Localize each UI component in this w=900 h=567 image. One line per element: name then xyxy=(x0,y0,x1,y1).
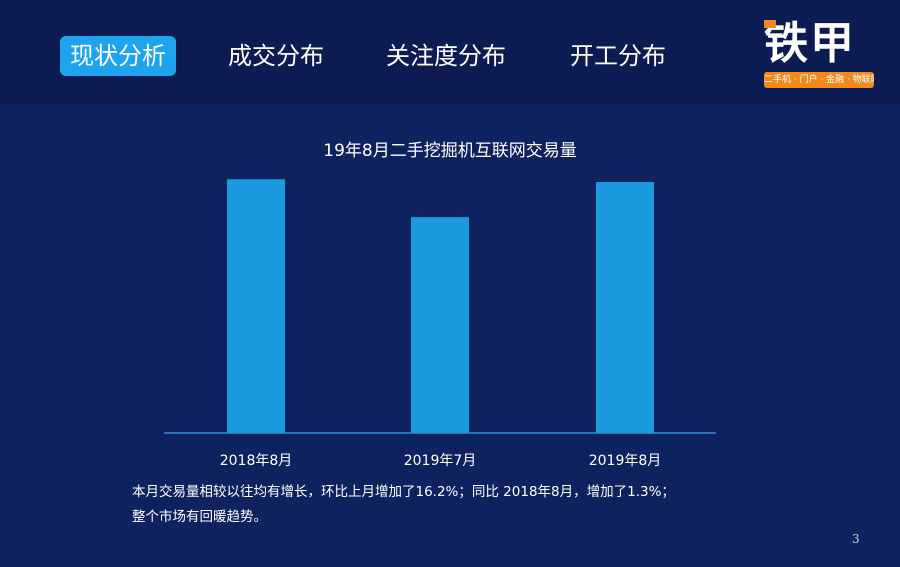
logo-tagline: 二手机 · 门户 · 金融 · 物联网 xyxy=(764,72,874,88)
tab-attention-distribution[interactable]: 关注度分布 xyxy=(386,42,506,70)
page-number: 3 xyxy=(852,532,860,546)
bar-0 xyxy=(227,179,285,433)
chart-caption: 本月交易量相较以往均有增长，环比上月增加了16.2%；同比 2018年8月，增加… xyxy=(132,480,772,530)
chart-title: 19年8月二手挖掘机互联网交易量 xyxy=(323,141,577,161)
caption-line-2: 整个市场有回暖趋势。 xyxy=(132,509,267,525)
x-tick-label-0: 2018年8月 xyxy=(220,453,293,469)
tab-deal-distribution[interactable]: 成交分布 xyxy=(228,42,324,70)
logo-accent-mark xyxy=(764,20,776,28)
logo-wordmark: 铁甲 xyxy=(764,18,856,69)
brand-logo: 铁甲 二手机 · 门户 · 金融 · 物联网 xyxy=(764,16,874,90)
caption-line-1: 本月交易量相较以往均有增长，环比上月增加了16.2%；同比 2018年8月，增加… xyxy=(132,484,675,500)
tab-status-analysis[interactable]: 现状分析 xyxy=(60,36,176,76)
tab-operation-distribution[interactable]: 开工分布 xyxy=(570,42,666,70)
x-tick-label-2: 2019年8月 xyxy=(589,453,662,469)
bar-1 xyxy=(411,217,469,433)
x-tick-label-1: 2019年7月 xyxy=(404,453,477,469)
bar-2 xyxy=(596,182,654,433)
